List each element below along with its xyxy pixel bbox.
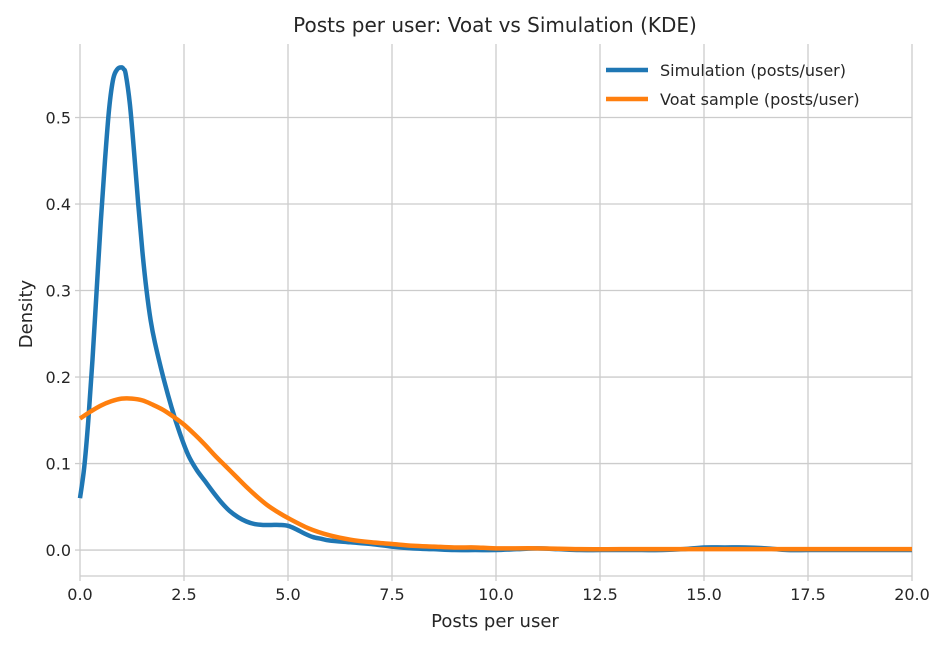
y-tick-label: 0.2 <box>46 368 71 387</box>
y-tick-label: 0.1 <box>46 455 71 474</box>
y-tick-label: 0.3 <box>46 282 71 301</box>
series-line-voat <box>78 396 912 552</box>
x-tick-label: 10.0 <box>478 585 514 604</box>
x-tick-label: 15.0 <box>686 585 722 604</box>
x-tick-label: 0.0 <box>67 585 92 604</box>
x-tick-label: 17.5 <box>790 585 826 604</box>
x-tick-label: 2.5 <box>171 585 196 604</box>
x-tick-label: 20.0 <box>894 585 930 604</box>
x-tick-label: 7.5 <box>379 585 404 604</box>
x-gridlines <box>183 44 913 576</box>
x-axis-label: Posts per user <box>431 611 559 632</box>
y-axis-label: Density <box>16 279 37 348</box>
y-tick-label: 0.4 <box>46 195 71 214</box>
y-tick-label: 0.0 <box>46 541 71 560</box>
x-axis-ticks: 0.0 2.5 5.0 7.5 10.0 12.5 15.0 17.5 20.0 <box>67 576 930 604</box>
y-axis-ticks: 0.0 0.1 0.2 0.3 0.4 0.5 <box>46 109 80 560</box>
legend-label-voat: Voat sample (posts/user) <box>660 90 860 109</box>
x-tick-label: 5.0 <box>275 585 300 604</box>
legend: Simulation (posts/user) Voat sample (pos… <box>606 61 860 109</box>
y-tick-label: 0.5 <box>46 109 71 128</box>
series-layer <box>77 65 912 553</box>
legend-label-simulation: Simulation (posts/user) <box>660 61 846 80</box>
x-tick-label: 12.5 <box>582 585 618 604</box>
chart-title: Posts per user: Voat vs Simulation (KDE) <box>293 13 697 37</box>
